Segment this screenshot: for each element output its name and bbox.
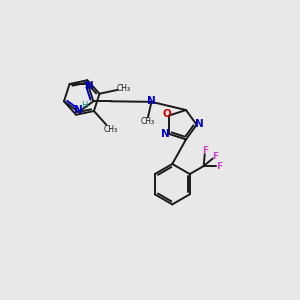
Text: N: N [147,96,156,106]
Text: N: N [161,129,170,139]
Text: O: O [163,109,172,119]
Text: H: H [81,101,88,110]
Text: CH₃: CH₃ [117,84,131,93]
Text: CH₃: CH₃ [103,125,118,134]
Text: N: N [85,81,94,92]
Text: F: F [212,152,219,160]
Text: F: F [202,146,208,155]
Text: F: F [216,161,222,170]
Text: N: N [195,119,204,129]
Text: N: N [74,105,83,115]
Text: CH₃: CH₃ [140,117,154,126]
